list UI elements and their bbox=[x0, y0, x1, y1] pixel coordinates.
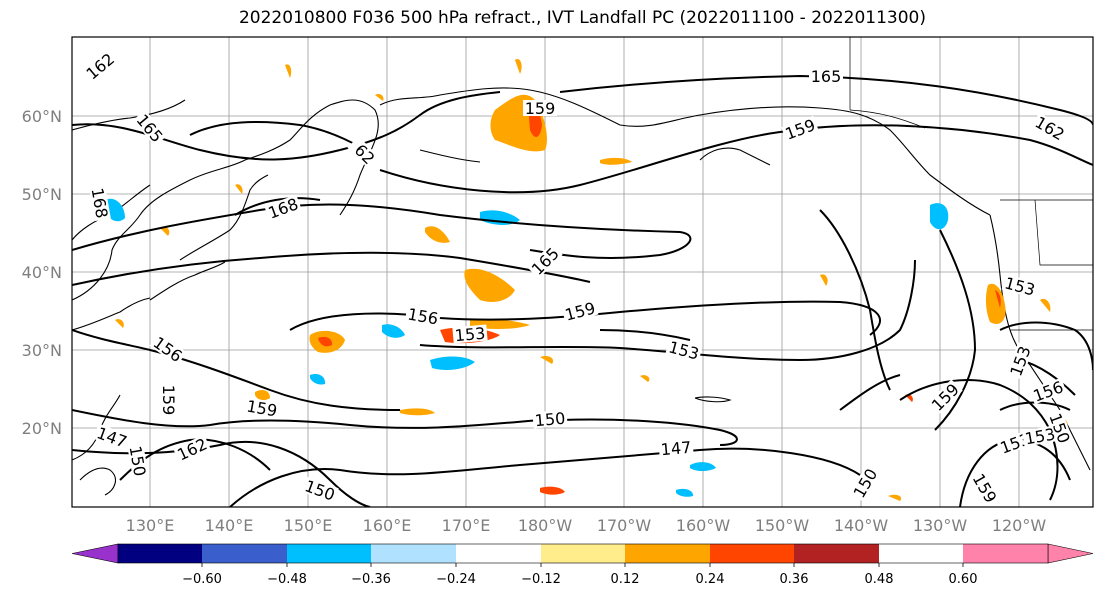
contour-label-bg bbox=[301, 476, 339, 504]
contour-label-bg bbox=[665, 337, 703, 363]
contour-label-bg bbox=[149, 332, 187, 366]
lat-tick-label: 50°N bbox=[22, 185, 62, 204]
lon-tick-label: 130°W bbox=[913, 516, 968, 535]
lon-tick-label: 120°W bbox=[992, 516, 1047, 535]
contour-label: 165 bbox=[811, 67, 842, 86]
lon-tick-label: 150°W bbox=[755, 516, 810, 535]
lat-tick-label: 60°N bbox=[22, 107, 62, 126]
lon-tick-label: 140°W bbox=[834, 516, 889, 535]
colorbar-tick-label: −0.36 bbox=[351, 572, 391, 587]
contour-label: 159 bbox=[525, 99, 556, 118]
lon-tick-label: 150°E bbox=[284, 516, 333, 535]
graticule bbox=[72, 37, 1093, 507]
contour-lines bbox=[72, 74, 1093, 507]
colorbar-tick-label: 0.12 bbox=[611, 572, 640, 587]
colorbar-tick-label: 0.36 bbox=[780, 572, 809, 587]
colorbar-tick-label: −0.12 bbox=[521, 572, 561, 587]
lon-tick-label: 180°W bbox=[518, 516, 573, 535]
contour-label-bg bbox=[532, 409, 568, 429]
lon-tick-label: 170°E bbox=[442, 516, 491, 535]
contour-label-bg bbox=[1001, 273, 1039, 299]
colorbar-segment bbox=[625, 544, 710, 563]
contour-label: 147 bbox=[660, 438, 692, 460]
contour-label: 150 bbox=[534, 409, 566, 431]
contour-label-bg bbox=[523, 100, 557, 116]
longitude-labels: 130°E 140°E 150°E 160°E 170°E 180°W 170°W 160°W… bbox=[126, 516, 1047, 535]
latitude-labels: 60°N 50°N 40°N 30°N 20°N bbox=[22, 107, 62, 438]
map-title: 2022010800 F036 500 hPa refract., IVT La… bbox=[238, 8, 926, 28]
lat-tick-label: 20°N bbox=[22, 419, 62, 438]
lon-tick-label: 160°W bbox=[676, 516, 731, 535]
contour-label-bg bbox=[173, 434, 211, 464]
lon-tick-label: 170°W bbox=[597, 516, 652, 535]
contour-label-bg bbox=[658, 438, 694, 458]
lat-tick-label: 30°N bbox=[22, 341, 62, 360]
contour-label-bg bbox=[404, 305, 442, 327]
contour-label-bg bbox=[527, 243, 563, 279]
contour-label-bg bbox=[1046, 409, 1074, 447]
contour-label-bg bbox=[1029, 377, 1067, 405]
colorbar-segment bbox=[456, 544, 541, 563]
contour-label-bg bbox=[809, 68, 843, 84]
contour-label-bg bbox=[127, 442, 149, 480]
colorbar-tick-label: −0.24 bbox=[436, 572, 476, 587]
contour-label-bg bbox=[132, 109, 168, 147]
lon-tick-label: 140°E bbox=[205, 516, 254, 535]
contour-label-bg bbox=[849, 464, 881, 502]
contour-label-bg bbox=[927, 379, 963, 415]
contour-label-bg bbox=[969, 469, 1001, 507]
contour-label: 159 bbox=[159, 385, 178, 416]
colorbar-tick-label: 0.24 bbox=[696, 572, 725, 587]
colorbar-extend-left bbox=[71, 543, 119, 564]
colorbar-tick-label: 0.60 bbox=[949, 572, 978, 587]
colorbar-segment bbox=[118, 544, 202, 563]
contour-label-bg bbox=[1031, 112, 1069, 144]
contour-label-bg bbox=[347, 136, 383, 172]
contour-label: 153 bbox=[454, 324, 486, 346]
lat-tick-label: 40°N bbox=[22, 263, 62, 282]
lon-tick-label: 130°E bbox=[126, 516, 175, 535]
colorbar: −0.60 −0.48 −0.36 −0.24 −0.12 0.12 0.24 0.36 0.4… bbox=[71, 543, 1094, 587]
colorbar-outline bbox=[117, 543, 1049, 564]
colorbar-segment bbox=[287, 544, 371, 563]
colorbar-segment bbox=[371, 544, 456, 563]
contour-label-bg bbox=[1006, 342, 1034, 380]
colorbar-segment bbox=[541, 544, 625, 563]
contour-label-bg bbox=[264, 194, 302, 222]
colorbar-tick-label: 0.48 bbox=[865, 572, 894, 587]
colorbar-segment bbox=[963, 544, 1048, 563]
colorbar-segment bbox=[710, 544, 794, 563]
contour-label-bg bbox=[81, 48, 119, 84]
colorbar-segment bbox=[202, 544, 287, 563]
colorbar-extend-right bbox=[1047, 543, 1094, 564]
contour-label-bg bbox=[561, 298, 599, 324]
contour-label-bg bbox=[93, 423, 131, 451]
contour-label-bg bbox=[161, 383, 177, 417]
map-border bbox=[71, 36, 1094, 508]
contour-label-bg bbox=[243, 397, 281, 419]
contour-label-bg bbox=[781, 115, 819, 143]
colorbar-tick-label: −0.60 bbox=[182, 572, 222, 587]
colorbar-tick-label: −0.48 bbox=[267, 572, 307, 587]
contour-label-bg bbox=[452, 324, 488, 344]
contour-label-bg bbox=[1021, 425, 1059, 447]
colorbar-segment bbox=[794, 544, 879, 563]
lon-tick-label: 160°E bbox=[363, 516, 412, 535]
contour-label-bg bbox=[89, 184, 111, 222]
